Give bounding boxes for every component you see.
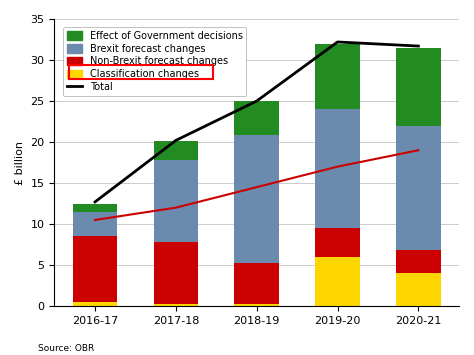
Text: Source: OBR: Source: OBR [38, 344, 94, 354]
Bar [315, 109, 360, 228]
Bar [235, 136, 279, 263]
Bar [235, 263, 279, 304]
Bar [154, 160, 198, 242]
Bar [73, 302, 117, 306]
Bar [154, 304, 198, 306]
Bar [396, 273, 441, 306]
Bar [396, 250, 441, 273]
Bar [154, 141, 198, 160]
Bar [315, 44, 360, 109]
Bar [154, 242, 198, 304]
Bar [315, 228, 360, 257]
Bar [396, 48, 441, 126]
Legend: Effect of Government decisions, Brexit forecast changes, Non-Brexit forecast cha: Effect of Government decisions, Brexit f… [64, 27, 246, 96]
Bar [73, 203, 117, 212]
Bar [235, 101, 279, 136]
Bar [396, 126, 441, 250]
Y-axis label: £ billion: £ billion [15, 141, 25, 185]
Bar [73, 212, 117, 236]
Bar [315, 257, 360, 306]
Bar [73, 236, 117, 302]
Bar [235, 304, 279, 306]
